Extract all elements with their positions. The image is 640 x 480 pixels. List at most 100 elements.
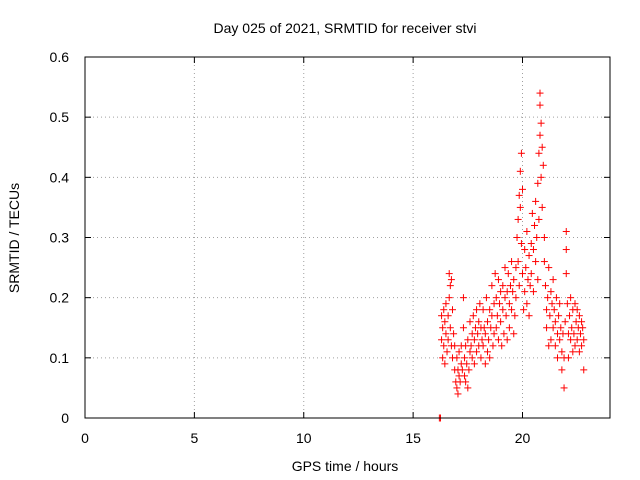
data-point	[438, 336, 446, 344]
data-point	[464, 384, 472, 392]
data-point	[523, 300, 531, 308]
x-tick-label: 5	[190, 430, 198, 446]
data-point	[580, 366, 588, 374]
data-point	[500, 330, 508, 338]
data-point	[539, 161, 547, 169]
data-point	[560, 384, 568, 392]
data-point	[494, 336, 502, 344]
data-point	[517, 149, 525, 157]
data-point	[453, 354, 461, 362]
data-point	[480, 324, 488, 332]
data-point	[536, 131, 544, 139]
x-tick-label: 20	[515, 430, 531, 446]
data-point	[446, 324, 454, 332]
data-point	[455, 348, 463, 356]
data-point	[527, 270, 535, 278]
data-point	[479, 342, 487, 350]
data-point	[459, 294, 467, 302]
data-point	[538, 203, 546, 211]
axis-ticks: 0 0.1 0.2 0.3 0.4 0.5 0.6 0 5 10 15 20	[50, 49, 610, 446]
data-point	[504, 270, 512, 278]
data-point	[508, 258, 516, 266]
data-point	[575, 312, 583, 320]
data-point	[563, 300, 571, 308]
y-tick-label: 0.4	[50, 169, 70, 185]
data-point	[505, 324, 513, 332]
data-point	[447, 276, 455, 284]
data-point	[494, 276, 502, 284]
data-point	[516, 167, 524, 175]
data-point	[499, 306, 507, 314]
data-point	[441, 318, 449, 326]
data-point	[527, 240, 535, 248]
data-point	[516, 203, 524, 211]
data-point	[509, 288, 517, 296]
data-point	[465, 366, 473, 374]
data-point	[547, 288, 555, 296]
data-point	[510, 330, 518, 338]
data-point	[492, 294, 500, 302]
data-point	[481, 360, 489, 368]
data-point	[535, 149, 543, 157]
data-point	[498, 342, 506, 350]
data-point	[501, 294, 509, 302]
data-point	[450, 330, 458, 338]
data-point	[551, 318, 559, 326]
data-point	[528, 209, 536, 217]
data-point	[469, 312, 477, 320]
data-point	[486, 354, 494, 362]
data-point	[514, 258, 522, 266]
data-point	[569, 348, 577, 356]
y-tick-label: 0.1	[50, 350, 70, 366]
data-point	[493, 312, 501, 320]
data-point	[562, 246, 570, 254]
data-point	[544, 294, 552, 302]
data-point	[440, 306, 448, 314]
data-point	[444, 336, 452, 344]
data-point	[486, 306, 494, 314]
data-point	[488, 282, 496, 290]
data-point	[466, 348, 474, 356]
data-point	[467, 342, 475, 350]
data-point	[571, 342, 579, 350]
data-point	[536, 101, 544, 109]
data-point	[459, 324, 467, 332]
data-point	[470, 336, 478, 344]
data-point	[578, 318, 586, 326]
data-point	[520, 306, 528, 314]
data-point	[543, 324, 551, 332]
y-axis-label: SRMTID / TECUs	[6, 183, 22, 293]
data-point	[532, 258, 540, 266]
data-point	[466, 318, 474, 326]
y-tick-label: 0.3	[50, 230, 70, 246]
data-point	[555, 312, 563, 320]
data-point	[557, 324, 565, 332]
data-point	[573, 306, 581, 314]
data-point	[564, 354, 572, 362]
data-point	[541, 282, 549, 290]
data-point	[439, 324, 447, 332]
data-point	[515, 282, 523, 290]
y-tick-label: 0.6	[50, 49, 70, 65]
grid	[85, 57, 610, 418]
data-point	[529, 288, 537, 296]
data-point	[496, 300, 504, 308]
data-point	[503, 336, 511, 344]
x-axis-label: GPS time / hours	[292, 458, 399, 474]
data-marks	[435, 89, 588, 422]
data-point	[570, 330, 578, 338]
data-point	[492, 324, 500, 332]
data-point	[481, 330, 489, 338]
data-point	[545, 342, 553, 350]
chart-title: Day 025 of 2021, SRMTID for receiver stv…	[214, 20, 477, 36]
data-point	[519, 185, 526, 193]
data-point	[453, 384, 461, 392]
y-tick-label: 0.2	[50, 290, 70, 306]
data-point	[532, 197, 540, 205]
data-point	[442, 300, 450, 308]
data-point	[445, 294, 453, 302]
data-point	[534, 276, 542, 284]
data-point	[554, 354, 561, 362]
data-point	[491, 270, 499, 278]
